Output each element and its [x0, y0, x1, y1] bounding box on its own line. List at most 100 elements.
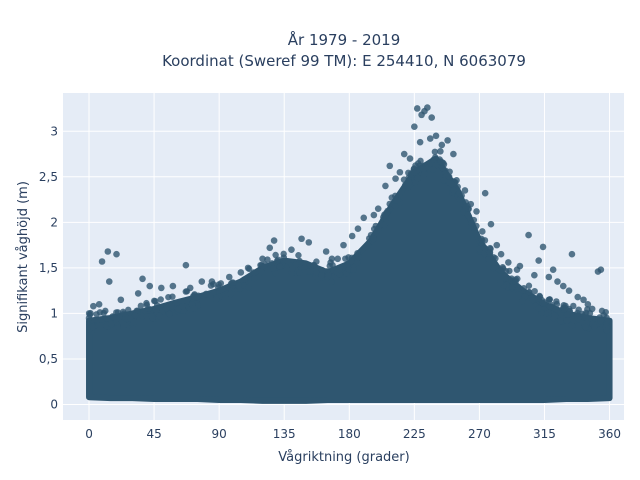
data-point [429, 166, 437, 173]
data-point [424, 104, 431, 111]
data-point [535, 305, 542, 312]
data-point [182, 261, 190, 269]
data-point [143, 299, 150, 307]
data-point [274, 256, 282, 263]
data-point [270, 265, 277, 272]
data-point [539, 243, 547, 251]
data-point [584, 301, 592, 308]
data-point [597, 266, 605, 274]
data-point [152, 297, 159, 305]
data-point [416, 138, 424, 146]
data-point [152, 306, 160, 313]
data-point [525, 282, 533, 289]
data-point [313, 269, 320, 276]
data-point [411, 123, 418, 131]
data-point [348, 232, 356, 240]
data-point [280, 250, 287, 258]
data-point [413, 105, 421, 112]
data-point [428, 114, 435, 121]
data-point [529, 296, 537, 304]
data-point [186, 284, 194, 292]
data-point [259, 262, 266, 270]
data-point [458, 192, 465, 199]
data-point [139, 275, 146, 283]
data-point [380, 221, 388, 229]
data-point [393, 197, 401, 204]
chart-subtitle: Koordinat (Sweref 99 TM): E 254410, N 60… [162, 52, 526, 70]
data-point [497, 250, 505, 258]
data-point [525, 231, 532, 239]
x-axis-ticks: 0 45 90 135 180 225 270 315 360 [85, 427, 621, 441]
data-point [169, 293, 176, 300]
data-point [461, 187, 469, 194]
data-point [549, 266, 557, 274]
data-point [257, 268, 265, 276]
data-point [202, 290, 210, 298]
data-point [364, 242, 372, 250]
data-point [350, 266, 357, 273]
data-point [554, 278, 561, 285]
data-point [392, 202, 399, 210]
y-tick-label: 3 [50, 124, 58, 138]
data-point [414, 174, 421, 182]
data-point [505, 259, 512, 266]
data-point [334, 255, 342, 263]
data-point [95, 301, 103, 308]
data-point [520, 284, 528, 292]
x-tick-label: 225 [403, 427, 426, 441]
data-point [227, 290, 234, 298]
data-point [580, 296, 587, 304]
data-point [288, 265, 296, 272]
data-point [241, 276, 248, 283]
data-point [298, 235, 305, 243]
data-point [432, 132, 440, 140]
data-point [105, 278, 113, 285]
data-point [235, 282, 242, 289]
data-point [497, 267, 505, 274]
data-point [370, 235, 377, 243]
data-point [134, 290, 142, 297]
data-point [340, 241, 347, 249]
data-point [102, 307, 109, 315]
data-point [588, 305, 596, 313]
data-point [212, 296, 220, 303]
data-point [418, 111, 425, 119]
data-point [93, 311, 100, 318]
data-point [493, 241, 501, 249]
data-point [479, 228, 486, 235]
data-point [582, 323, 589, 331]
data-point [566, 307, 573, 315]
data-point [296, 269, 303, 276]
data-point [445, 173, 453, 180]
y-tick-label: 0,5 [39, 352, 58, 366]
data-point [148, 312, 155, 320]
y-tick-label: 2,5 [39, 170, 58, 184]
data-point [179, 302, 187, 310]
data-point [438, 159, 446, 166]
data-point [565, 287, 573, 294]
data-point [525, 288, 533, 296]
data-point [120, 310, 128, 317]
x-tick-label: 135 [273, 427, 296, 441]
data-point [120, 321, 127, 328]
data-point [467, 200, 475, 208]
data-point [318, 266, 326, 274]
data-point [240, 282, 248, 289]
data-point [410, 168, 417, 175]
data-point [405, 179, 413, 186]
data-point [437, 147, 444, 155]
data-point [383, 209, 390, 216]
data-point [575, 322, 582, 330]
data-point [245, 283, 252, 291]
data-point [305, 239, 313, 246]
data-point [318, 272, 325, 279]
data-point [420, 165, 427, 173]
data-point [497, 279, 504, 286]
data-point [597, 317, 604, 325]
data-point [114, 309, 122, 316]
data-point [475, 245, 483, 253]
data-point [276, 263, 284, 270]
data-point [310, 262, 318, 269]
data-point [146, 282, 154, 290]
